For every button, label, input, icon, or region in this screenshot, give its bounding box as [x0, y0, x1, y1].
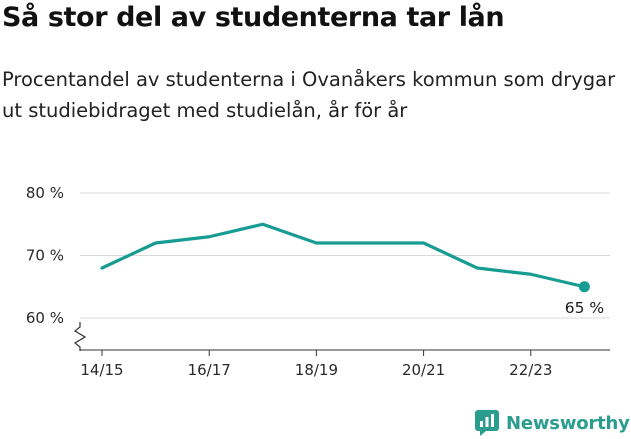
newsworthy-logo-icon: [475, 410, 499, 436]
y-tick-label: 80 %: [26, 184, 64, 202]
series-layer: 65 %: [100, 222, 604, 317]
end-point-marker: [578, 281, 590, 293]
x-tick-label: 18/19: [295, 361, 338, 379]
y-axis-tick-labels: 80 % 70 % 60 %: [26, 184, 64, 327]
x-tick-label: 14/15: [80, 361, 123, 379]
line-chart: 80 % 70 % 60 % 14/15 16/17 18/19 20/21 22/23 6…: [26, 184, 610, 379]
axis-break-icon: [73, 322, 87, 351]
series-line: [100, 222, 587, 289]
y-tick-label: 70 %: [26, 247, 64, 265]
x-axis-tick-labels: 14/15 16/17 18/19 20/21 22/23: [80, 361, 552, 379]
gridlines: [80, 192, 610, 319]
x-tick-label: 20/21: [402, 361, 445, 379]
y-tick-label: 60 %: [26, 309, 64, 327]
chart-subtitle: Procentandel av studenterna i Ovanåkers …: [2, 68, 616, 122]
x-tick-label: 22/23: [509, 361, 552, 379]
newsworthy-logo-text: Newsworthy: [506, 412, 630, 434]
newsworthy-logo: Newsworthy: [475, 408, 630, 438]
end-value-label: 65 %: [565, 299, 604, 317]
x-tick-label: 16/17: [188, 361, 231, 379]
x-axis: [73, 322, 610, 356]
chart-title: Så stor del av studenterna tar lån: [2, 2, 505, 33]
